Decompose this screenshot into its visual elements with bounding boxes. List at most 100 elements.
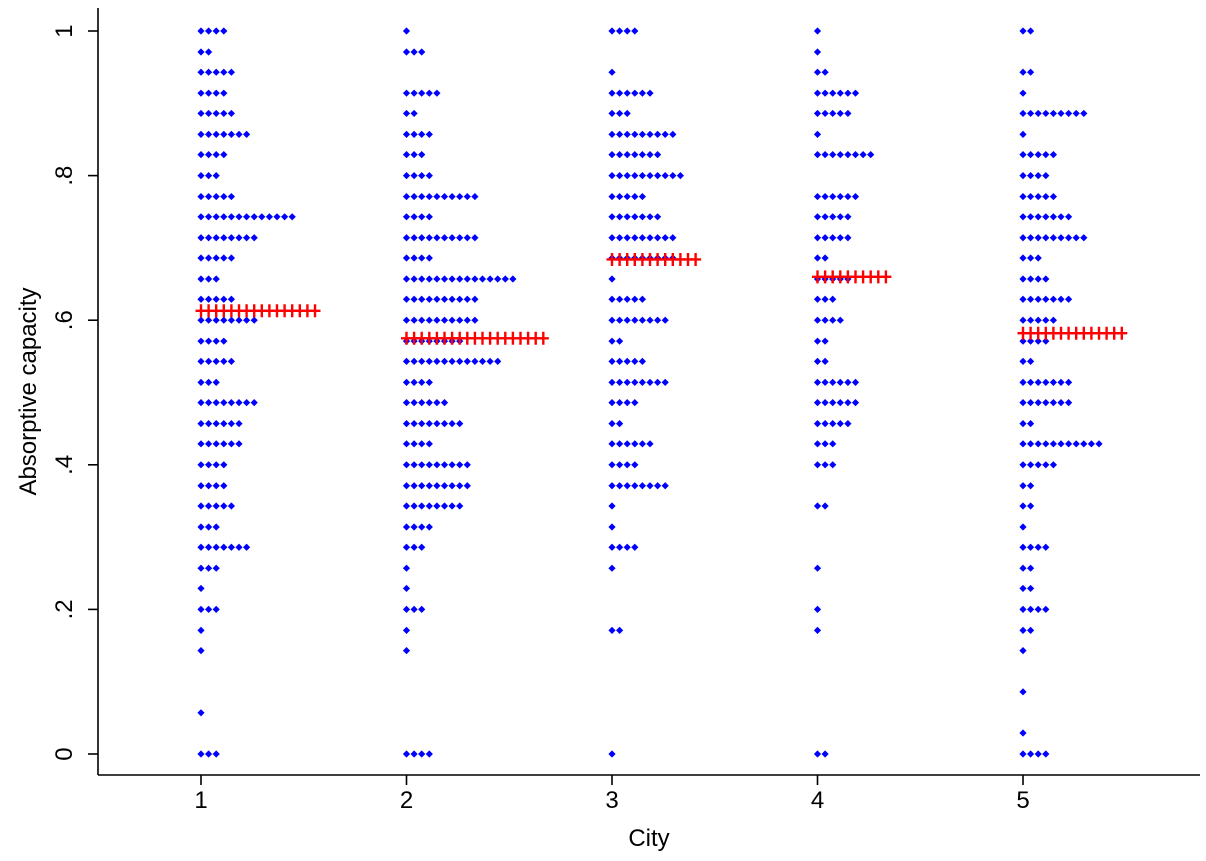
data-point [608,316,616,324]
data-point [1027,461,1035,469]
data-point [212,234,220,242]
data-point [410,109,418,118]
data-point [410,440,418,448]
data-point [623,543,631,551]
data-point [227,109,235,118]
data-point [281,213,289,221]
data-point [410,89,418,97]
data-point [1095,440,1103,448]
data-point [616,172,624,180]
data-point [631,316,639,324]
data-point [1057,109,1065,118]
data-point [212,605,220,613]
data-point [631,27,639,35]
data-point [418,213,426,221]
x-tick-label: 5 [1016,787,1029,814]
data-point [844,378,852,386]
data-point [1027,482,1035,490]
data-point [638,213,646,221]
data-point [197,543,205,551]
data-point [1027,584,1035,593]
data-point [813,68,822,76]
data-point [608,357,616,366]
data-point [205,130,213,138]
data-point [212,523,220,531]
data-point [844,89,852,97]
data-point [1019,275,1027,283]
data-point [661,378,669,386]
data-point [844,151,852,159]
data-point [235,399,243,407]
data-point [608,172,616,180]
data-point [631,461,639,469]
data-point [410,482,418,490]
data-point [1019,192,1027,201]
data-point [836,316,844,324]
data-point [851,399,860,407]
data-point [433,502,441,510]
data-point [654,482,662,490]
data-point [212,357,220,366]
data-point [1034,750,1042,758]
data-point [1065,234,1073,242]
data-point [205,502,213,510]
data-point [197,192,205,201]
data-point [243,316,251,324]
data-point [1034,605,1042,613]
data-point [623,461,631,469]
data-point [433,295,441,303]
data-point [1049,213,1057,221]
data-point [205,378,213,386]
data-point [448,275,456,283]
data-point [418,234,426,242]
data-point [410,213,418,221]
data-point [821,192,829,201]
data-point [616,378,624,386]
data-point [471,357,479,366]
data-point [205,399,213,407]
mean-marker [880,270,892,284]
data-point [829,213,837,221]
data-point [623,440,631,448]
data-point [227,234,235,242]
data-point [1027,27,1035,35]
data-point [425,523,433,531]
data-point [1019,461,1027,469]
data-point [608,543,616,551]
data-point [821,461,829,469]
data-point [1019,234,1027,242]
data-point [654,130,662,138]
data-point [1027,316,1035,324]
data-point [1019,399,1027,407]
data-point [844,234,852,242]
data-point [829,316,837,324]
data-point [402,48,411,56]
data-point [440,482,449,490]
data-point [402,440,411,448]
data-point [425,502,433,510]
data-point [197,254,205,262]
data-point [197,68,205,76]
data-point [1019,482,1027,490]
data-point [486,357,494,366]
data-point [197,89,205,97]
data-point [669,172,677,180]
data-point [410,234,418,242]
data-point [608,151,616,159]
data-point [456,357,464,366]
data-point [631,440,639,448]
data-point [1019,564,1027,572]
data-point [220,461,228,469]
data-point [836,419,844,428]
data-point [813,378,822,386]
data-point [1034,213,1042,221]
data-point [227,543,235,551]
data-point [410,275,418,283]
data-point [654,378,662,386]
data-point [433,316,441,324]
data-point [1019,605,1027,613]
data-point [829,461,837,469]
data-point [197,295,205,303]
data-point [418,192,426,201]
data-point [418,750,426,758]
